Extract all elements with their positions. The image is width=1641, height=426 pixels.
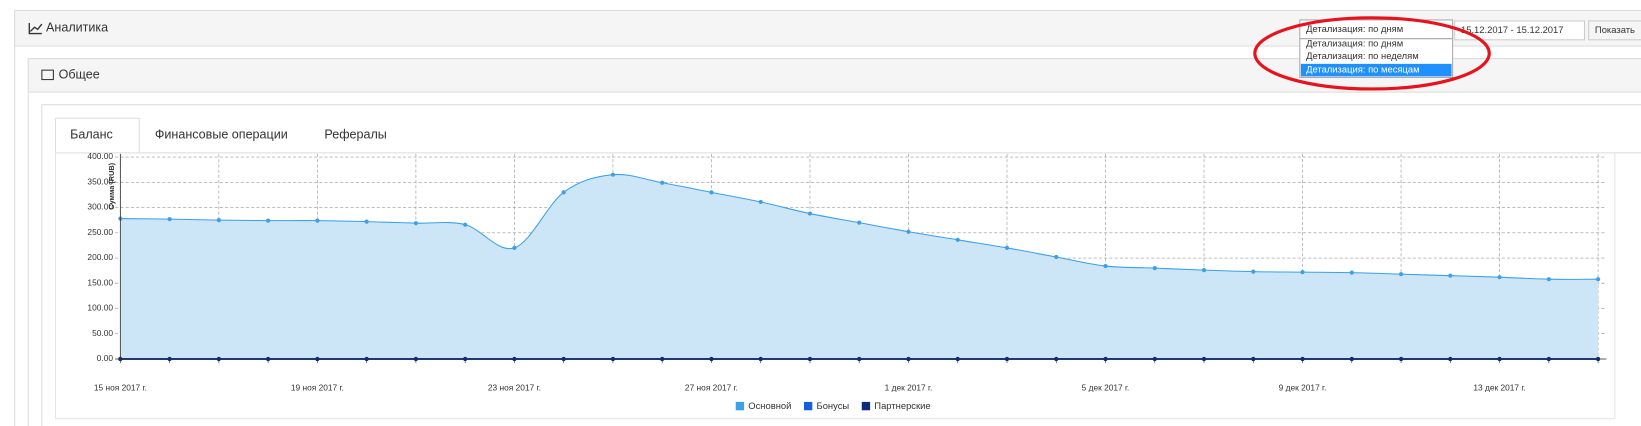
point: [413, 221, 418, 226]
date-input[interactable]: [1454, 20, 1586, 41]
button-label[interactable]: Показать: [1595, 24, 1635, 35]
date-range[interactable]: 15.12.2017 - 15.12.2017: [1461, 24, 1564, 35]
x-tick-label: 9 дек 2017 г.: [1279, 383, 1327, 393]
x-tick-label: 27 ноя 2017 г.: [685, 383, 738, 393]
point: [561, 190, 566, 195]
point: [1152, 266, 1157, 271]
legend-label: Бонусы: [817, 400, 850, 411]
point: [364, 219, 369, 224]
option[interactable]: Детализация: по неделям: [1306, 50, 1419, 61]
point: [857, 220, 862, 225]
point: [1546, 277, 1551, 282]
tab[interactable]: Рефералы: [324, 127, 386, 141]
plot-frame: [54, 152, 1616, 420]
point: [1398, 272, 1404, 277]
area: [120, 174, 1599, 359]
point: [906, 229, 911, 234]
point: [167, 217, 172, 222]
header-title: Аналитика: [46, 21, 108, 35]
point: [660, 180, 665, 185]
x-tick-label: 23 ноя 2017 г.: [488, 383, 541, 393]
point: [463, 222, 468, 227]
option[interactable]: Детализация: по месяцам: [1306, 64, 1420, 75]
y-tick-label: 50.00: [92, 328, 113, 338]
chart-icon: [28, 23, 43, 35]
point: [1004, 245, 1010, 250]
point: [1349, 270, 1354, 275]
legend-label: Партнерские: [874, 400, 930, 411]
legend-label: Основной: [748, 400, 791, 411]
option-highlight: [1300, 63, 1452, 77]
point: [1251, 269, 1256, 274]
point: [1448, 273, 1453, 278]
option[interactable]: Детализация: по дням: [1306, 37, 1403, 48]
point: [955, 237, 960, 242]
y-tick-label: 350.00: [87, 176, 113, 186]
y-tick-label: 400.00: [87, 151, 113, 161]
point: [1201, 268, 1207, 273]
point: [610, 172, 616, 177]
y-tick-label: 100.00: [87, 303, 113, 313]
tab-active[interactable]: [54, 117, 140, 154]
point: [758, 199, 763, 205]
point: [216, 218, 221, 223]
y-axis-label: Сумма (RUB): [107, 162, 116, 209]
legend-swatch: [735, 401, 745, 411]
x-tick-label: 5 дек 2017 г.: [1082, 383, 1130, 393]
x-tick-label: 1 дек 2017 г.: [885, 383, 933, 393]
y-tick-label: 0.00: [97, 353, 114, 363]
legend-swatch: [803, 401, 813, 411]
tab[interactable]: Финансовые операции: [155, 127, 288, 141]
point: [512, 245, 517, 250]
y-tick-label: 200.00: [87, 252, 113, 262]
y-tick-label: 300.00: [87, 202, 113, 212]
tab[interactable]: Баланс: [70, 127, 113, 141]
point: [1300, 270, 1305, 275]
point: [1595, 277, 1601, 282]
y-tick-label: 150.00: [87, 277, 113, 287]
point: [1103, 263, 1108, 269]
point: [1054, 254, 1059, 260]
highlight-ellipse: [1253, 16, 1491, 91]
point: [266, 218, 271, 223]
point: [709, 190, 714, 195]
legend-swatch: [861, 401, 871, 411]
select-value[interactable]: Детализация: по дням: [1306, 23, 1403, 34]
x-tick-label: 15 ноя 2017 г.: [94, 383, 147, 393]
point: [1497, 275, 1502, 280]
point: [315, 218, 320, 223]
x-tick-label: 13 дек 2017 г.: [1473, 383, 1525, 393]
point: [807, 211, 813, 216]
panel-title: Общее: [59, 68, 100, 82]
card-icon: [41, 69, 54, 81]
y-tick-label: 250.00: [87, 227, 113, 237]
x-tick-label: 19 ноя 2017 г.: [291, 383, 344, 393]
button[interactable]: [1588, 20, 1641, 41]
